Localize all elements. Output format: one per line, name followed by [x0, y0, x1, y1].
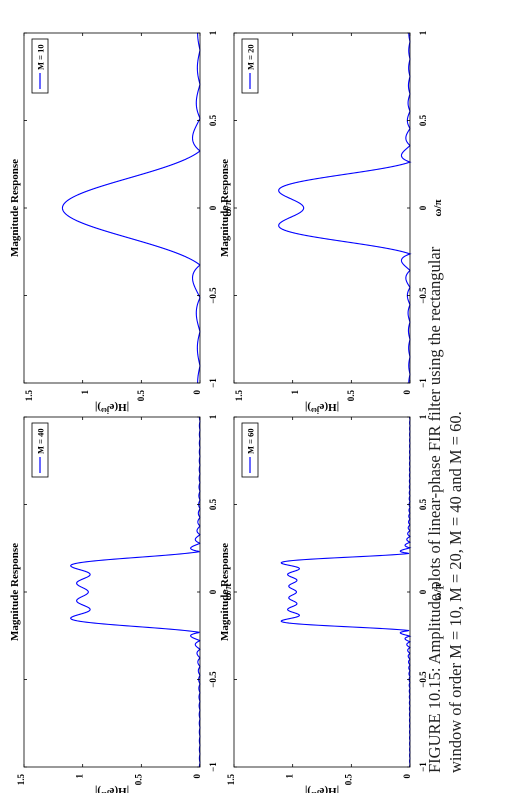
x-tick-label: 0.5 [208, 114, 218, 126]
x-tick-labels: −1 −0.5 0 0.5 1 [208, 30, 218, 388]
chart-panel-m60: Magnitude Response 0 0.5 1 1.5 −1 −0.5 0 0.5 1 ω/π… [219, 414, 444, 798]
y-tick-label: 1.5 [16, 774, 26, 786]
y-axis-label: |H(ejω)| [305, 785, 339, 793]
legend-box [31, 38, 49, 94]
legend-label: M = 10 [36, 44, 46, 70]
legend-label: M = 60 [246, 428, 256, 454]
y-tick-label: 1 [75, 774, 85, 779]
y-tick-label: 0.5 [346, 390, 356, 402]
chart-title: Magnitude Response [9, 159, 21, 257]
series-line [278, 32, 412, 384]
x-tick-label: −1 [418, 378, 428, 388]
x-tick-label: 0.5 [418, 498, 428, 510]
x-axis-label: ω/π [222, 199, 234, 216]
chart-title: Magnitude Response [219, 543, 231, 641]
legend-box [241, 422, 259, 478]
y-tick-label: 1.5 [226, 774, 236, 786]
caption-line-2: window of order M = 10, M = 20, M = 40 a… [446, 411, 465, 773]
y-tick-label: 0 [192, 774, 202, 779]
plot-frame [233, 416, 411, 768]
x-tick-label: −1 [418, 762, 428, 772]
x-tick-label: −1 [208, 378, 218, 388]
plot-frame [23, 32, 201, 384]
x-tick-label: −0.5 [208, 287, 218, 304]
x-tick-label: 0 [418, 589, 428, 594]
y-tick-label: 1.5 [234, 390, 244, 402]
x-tick-label: 1 [418, 414, 428, 419]
chart-title: Magnitude Response [9, 543, 21, 641]
legend: M = 10 [31, 38, 49, 94]
x-tick-labels: −1 −0.5 0 0.5 1 [418, 30, 428, 388]
chart-panel-m20: Magnitude Response 0 0.5 1 1.5 −1 −0.5 0… [219, 30, 444, 415]
legend-box [31, 422, 49, 478]
x-tick-label: 1 [208, 30, 218, 35]
series-line [61, 33, 201, 383]
x-tick-label: 0.5 [418, 114, 428, 126]
y-axis-label: |H(ejω)| [305, 401, 339, 416]
rotated-content: Magnitude Response 0 0.5 1 1.5 −1 −0.5 0… [9, 30, 465, 798]
y-tick-label: 0 [402, 774, 412, 779]
x-tick-label: −0.5 [418, 671, 428, 688]
x-tick-label: 0 [208, 205, 218, 210]
x-tick-label: 0 [418, 205, 428, 210]
y-tick-labels: 0 0.5 1 1.5 [24, 390, 202, 402]
series-line [280, 416, 412, 768]
x-tick-label: 1 [208, 414, 218, 419]
chart-panel-m40: Magnitude Response00.511.5−1−0.500.51ω/π… [9, 414, 234, 798]
legend-label: M = 40 [36, 428, 46, 454]
y-axis-label: |H(ejω)| [95, 785, 129, 793]
plot-frame [23, 416, 201, 768]
caption-line-1: FIGURE 10.15: Amplitude plots of linear-… [425, 246, 444, 773]
chart-panel-m10: Magnitude Response 0 0.5 1 1.5 −1 −0.5 0… [9, 30, 234, 415]
x-tick-label: −1 [208, 762, 218, 772]
y-tick-label: 1 [80, 390, 90, 395]
x-tick-label: 1 [418, 30, 428, 35]
y-tick-label: 0.5 [343, 774, 353, 786]
x-axis-label: ω/π [222, 583, 234, 600]
y-axis-label: |H(ejω)| [95, 401, 129, 416]
y-tick-label: 1 [285, 774, 295, 779]
x-tick-label: 0 [208, 589, 218, 594]
x-tick-label: −0.5 [208, 671, 218, 688]
plot-frame [233, 32, 411, 384]
x-tick-label: 0.5 [208, 498, 218, 510]
series-line [70, 416, 201, 768]
x-tick-label: −0.5 [418, 287, 428, 304]
y-tick-labels: 0 0.5 1 1.5 [234, 390, 412, 402]
x-axis-label: ω/π [432, 199, 444, 216]
legend: M = 20 [241, 38, 259, 94]
x-axis-label: ω/π [432, 583, 444, 600]
y-tick-label: 0 [192, 390, 202, 395]
y-tick-label: 1 [290, 390, 300, 395]
y-tick-label: 0 [402, 390, 412, 395]
legend-label: M = 20 [246, 44, 256, 70]
y-tick-label: 1.5 [24, 390, 34, 402]
chart-title: Magnitude Response [219, 159, 231, 257]
y-tick-label: 0.5 [133, 774, 143, 786]
y-tick-label: 0.5 [136, 390, 146, 402]
legend-box [241, 38, 259, 94]
